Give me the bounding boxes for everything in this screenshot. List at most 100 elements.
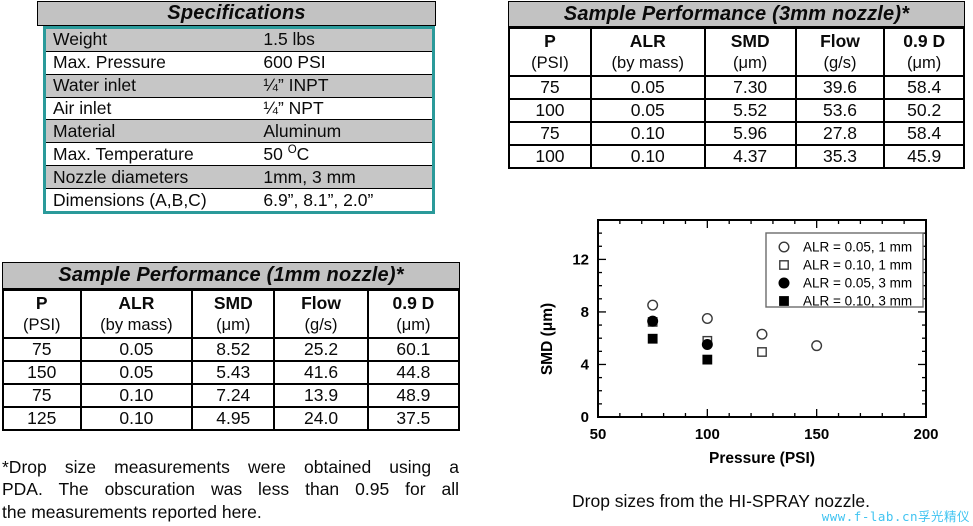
table-cell: Max. Pressure xyxy=(46,50,257,75)
table-cell: 5.43 xyxy=(191,360,276,385)
table-cell: Nozzle diameters xyxy=(46,165,257,189)
x-tick-label: 200 xyxy=(913,426,938,443)
footnote-line: the measurements reported here. xyxy=(2,501,262,522)
x-axis-label: Pressure (PSI) xyxy=(709,450,815,467)
table-cell: 45.9 xyxy=(883,144,965,169)
legend-entry-label: ALR = 0.05, 3 mm xyxy=(803,276,912,291)
table-cell: 75 xyxy=(508,75,592,100)
table-row: 100 0.10 4.37 35.3 45.9 xyxy=(508,144,965,169)
perf-1mm-table-title: Sample Performance (1mm nozzle)* xyxy=(2,262,460,289)
table-cell: 39.6 xyxy=(794,75,886,100)
table-row: 75 0.05 8.52 25.2 60.1 xyxy=(2,337,461,362)
legend-marker xyxy=(779,296,789,306)
data-point xyxy=(757,347,767,357)
table-cell: 100 xyxy=(508,98,592,123)
table-cell: 0.05 xyxy=(79,337,194,362)
data-point xyxy=(702,354,713,365)
table-cell: 0.05 xyxy=(79,360,194,385)
spec-table-title: Specifications xyxy=(37,1,436,26)
table-cell: 60.1 xyxy=(366,337,461,362)
table-cell: 53.6 xyxy=(794,98,886,123)
chart-caption: Drop sizes from the HI-SPRAY nozzle. xyxy=(572,491,870,511)
table-cell: 75 xyxy=(2,383,82,408)
perf-3mm-table-body: 75 0.05 7.30 39.6 58.4 100 0.05 5.52 53.6 50.2 75 0… xyxy=(508,75,965,169)
perf-1mm-table-body: 75 0.05 8.52 25.2 60.1 150 0.05 5.43 41.6 44.8 75 0… xyxy=(2,337,461,431)
legend-box xyxy=(765,232,924,308)
smd-pressure-chart: 50 100 150 200 0 4 8 12 Pressure (PSI) SMD (μm) AL… xyxy=(535,213,973,475)
column-header: Flow (g/s) xyxy=(794,27,886,77)
table-row: 75 0.10 5.96 27.8 58.4 xyxy=(508,121,965,146)
data-point xyxy=(701,339,713,351)
table-cell: 7.30 xyxy=(703,75,797,100)
table-cell: 0.05 xyxy=(589,75,706,100)
table-cell: 6.9”, 8.1”, 2.0” xyxy=(256,188,432,211)
y-tick-label: 8 xyxy=(581,304,589,321)
plot-border xyxy=(597,219,927,418)
y-tick-label: 0 xyxy=(581,409,589,426)
table-row: Max. Pressure 600 PSI xyxy=(46,50,432,75)
column-header: ALR (by mass) xyxy=(79,289,194,339)
table-row: 75 0.05 7.30 39.6 58.4 xyxy=(508,75,965,100)
table-cell: 75 xyxy=(508,121,592,146)
table-cell: 0.10 xyxy=(79,406,194,431)
x-tick-label: 100 xyxy=(695,426,720,443)
y-tick-label: 4 xyxy=(581,356,590,373)
footnote-line: PDA. The obscuration was less than 0.95 … xyxy=(2,479,459,500)
column-header: Flow (g/s) xyxy=(273,289,369,339)
table-cell: ¼” NPT xyxy=(256,96,432,120)
table-cell: ¼” INPT xyxy=(256,73,432,98)
table-row: Dimensions (A,B,C) 6.9”, 8.1”, 2.0” xyxy=(46,188,432,211)
table-row: Nozzle diameters 1mm, 3 mm xyxy=(46,165,432,189)
table-cell: 600 PSI xyxy=(256,50,432,75)
table-cell: 58.4 xyxy=(883,75,965,100)
table-row: Max. Temperature 50 OC xyxy=(46,142,432,166)
table-cell: 0.10 xyxy=(589,121,706,146)
column-header: SMD (μm) xyxy=(191,289,276,339)
column-header: 0.9 D (μm) xyxy=(883,27,965,77)
table-cell: 5.52 xyxy=(703,98,797,123)
chart-svg: 50 100 150 200 0 4 8 12 Pressure (PSI) SMD (μm) AL… xyxy=(539,219,939,467)
table-cell: 7.24 xyxy=(191,383,276,408)
spec-table-body: Weight 1.5 lbs Max. Pressure 600 PSI Water i… xyxy=(46,29,432,211)
table-cell: 100 xyxy=(508,144,592,169)
data-point xyxy=(647,299,659,311)
table-row: Water inlet ¼” INPT xyxy=(46,73,432,98)
table-cell: Max. Temperature xyxy=(46,142,257,166)
data-point xyxy=(647,315,659,327)
table-row: Air inlet ¼” NPT xyxy=(46,96,432,120)
table-cell: 48.9 xyxy=(366,383,461,408)
table-cell: Dimensions (A,B,C) xyxy=(46,188,257,211)
watermark: www.f-lab.cn孚光精仪 xyxy=(821,509,970,524)
table-row: 150 0.05 5.43 41.6 44.8 xyxy=(2,360,461,385)
x-tick-label: 150 xyxy=(804,426,829,443)
column-header: 0.9 D (μm) xyxy=(366,289,461,339)
table-cell: 35.3 xyxy=(794,144,886,169)
data-point xyxy=(756,328,768,340)
table-cell: 75 xyxy=(2,337,82,362)
perf-3mm-table-title: Sample Performance (3mm nozzle)* xyxy=(508,1,965,27)
table-cell: Air inlet xyxy=(46,96,257,120)
table-cell: 4.95 xyxy=(191,406,276,431)
table-cell: 8.52 xyxy=(191,337,276,362)
legend-marker xyxy=(778,241,790,253)
data-point xyxy=(647,333,658,344)
data-point xyxy=(701,312,713,324)
column-header: P (PSI) xyxy=(2,289,82,339)
legend-marker xyxy=(778,277,790,289)
table-cell: Material xyxy=(46,119,257,143)
perf-1mm-header-row: P (PSI) ALR (by mass) SMD (μm) Flow (g/s) 0.9 D(… xyxy=(2,289,461,339)
table-cell: 50.2 xyxy=(883,98,965,123)
table-cell: 24.0 xyxy=(273,406,369,431)
y-tick-label: 12 xyxy=(572,251,589,268)
table-cell: 44.8 xyxy=(366,360,461,385)
legend-marker xyxy=(779,260,789,270)
table-row: Material Aluminum xyxy=(46,119,432,143)
footnote: *Drop size measurements were obtained us… xyxy=(2,456,459,523)
table-row: 125 0.10 4.95 24.0 37.5 xyxy=(2,406,461,431)
data-point xyxy=(811,340,823,352)
table-row: 75 0.10 7.24 13.9 48.9 xyxy=(2,383,461,408)
table-cell: 0.05 xyxy=(589,98,706,123)
table-cell: 150 xyxy=(2,360,82,385)
table-cell: 0.10 xyxy=(589,144,706,169)
